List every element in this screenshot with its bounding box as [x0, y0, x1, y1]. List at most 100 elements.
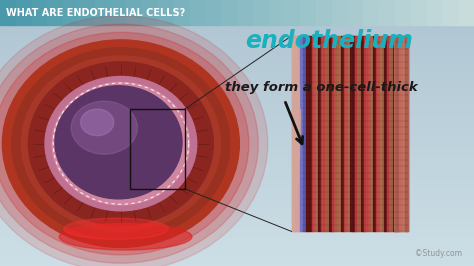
Bar: [347, 0, 364, 25]
Bar: [0, 204, 474, 208]
Bar: [0, 177, 474, 182]
Bar: [0, 217, 474, 222]
Bar: [0, 235, 474, 239]
Bar: [0, 98, 474, 102]
Bar: [0, 62, 474, 66]
Bar: [361, 36, 365, 231]
Bar: [394, 36, 408, 231]
Bar: [294, 36, 298, 231]
Ellipse shape: [21, 56, 220, 231]
Bar: [0, 115, 474, 120]
Bar: [130, 109, 185, 189]
Bar: [309, 36, 312, 231]
Bar: [300, 36, 304, 231]
Bar: [0, 53, 474, 58]
Bar: [0, 191, 474, 195]
Bar: [0, 120, 474, 124]
Bar: [0, 138, 474, 142]
Bar: [221, 0, 237, 25]
Bar: [341, 36, 344, 231]
Bar: [174, 0, 190, 25]
Bar: [0, 155, 474, 160]
Bar: [0, 111, 474, 115]
Bar: [142, 0, 158, 25]
Bar: [292, 182, 296, 207]
Bar: [395, 0, 411, 25]
Bar: [402, 36, 405, 231]
Bar: [405, 36, 408, 231]
Bar: [95, 0, 110, 25]
Bar: [344, 36, 347, 231]
Bar: [63, 0, 79, 25]
Bar: [0, 195, 474, 200]
Bar: [335, 36, 338, 231]
Bar: [0, 173, 474, 177]
Bar: [0, 102, 474, 106]
Text: WHAT ARE ENDOTHELIAL CELLS?: WHAT ARE ENDOTHELIAL CELLS?: [6, 8, 185, 18]
Bar: [0, 35, 474, 40]
Bar: [0, 66, 474, 71]
Bar: [127, 0, 142, 25]
Bar: [353, 36, 356, 231]
Bar: [0, 248, 474, 253]
Bar: [0, 27, 474, 31]
Bar: [0, 239, 474, 244]
Text: endothelium: endothelium: [246, 29, 413, 53]
Bar: [0, 151, 474, 155]
Bar: [0, 142, 474, 146]
Ellipse shape: [52, 82, 190, 205]
Bar: [390, 36, 393, 231]
Bar: [0, 133, 474, 138]
Bar: [47, 0, 63, 25]
Bar: [326, 36, 330, 231]
Bar: [0, 128, 474, 133]
Bar: [323, 36, 327, 231]
Bar: [292, 85, 299, 109]
Bar: [379, 36, 382, 231]
Text: they form a one-cell-thick: they form a one-cell-thick: [225, 81, 418, 94]
Bar: [384, 36, 388, 231]
Bar: [315, 36, 318, 231]
Ellipse shape: [71, 101, 137, 154]
Bar: [0, 106, 474, 111]
Bar: [346, 36, 350, 231]
Bar: [338, 36, 341, 231]
Bar: [382, 36, 385, 231]
Ellipse shape: [64, 218, 168, 239]
Ellipse shape: [45, 77, 197, 211]
Bar: [292, 109, 300, 134]
Bar: [0, 257, 474, 261]
Bar: [332, 36, 336, 231]
Bar: [292, 36, 408, 231]
Bar: [442, 0, 458, 25]
Bar: [0, 208, 474, 213]
Bar: [387, 36, 391, 231]
Bar: [0, 186, 474, 191]
Bar: [318, 36, 321, 231]
Bar: [0, 0, 16, 25]
Bar: [427, 0, 442, 25]
Bar: [158, 0, 174, 25]
Bar: [320, 36, 324, 231]
Bar: [316, 0, 332, 25]
Bar: [358, 36, 362, 231]
Bar: [364, 0, 379, 25]
Bar: [0, 80, 474, 84]
Bar: [269, 0, 284, 25]
Bar: [0, 40, 474, 44]
Bar: [253, 0, 269, 25]
Bar: [0, 22, 474, 27]
Bar: [0, 213, 474, 217]
Bar: [329, 36, 333, 231]
Ellipse shape: [0, 16, 268, 266]
Bar: [0, 261, 474, 266]
Bar: [205, 0, 221, 25]
Bar: [458, 0, 474, 25]
Bar: [0, 164, 474, 168]
Bar: [297, 36, 301, 231]
Bar: [0, 146, 474, 151]
Ellipse shape: [55, 86, 182, 199]
Bar: [292, 60, 298, 85]
Bar: [396, 36, 400, 231]
Bar: [0, 231, 474, 235]
